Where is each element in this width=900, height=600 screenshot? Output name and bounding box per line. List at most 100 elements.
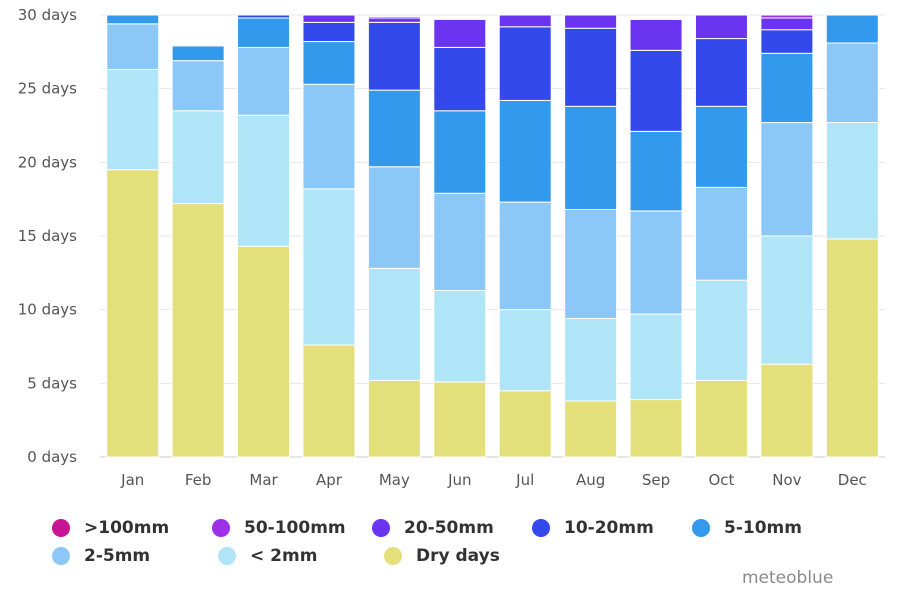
chart-gridlines — [100, 14, 885, 458]
y-axis-tick-labels: 0 days 5 days 10 days 15 days 20 days 25 days… — [18, 6, 77, 466]
x-tick-label: Nov — [772, 471, 801, 489]
x-tick-label: May — [379, 471, 410, 489]
y-tick-label: 0 days — [27, 448, 77, 466]
y-tick-label: 10 days — [18, 301, 77, 319]
bar-segment — [564, 318, 618, 402]
bar-segment — [760, 235, 814, 365]
legend-row-2: 2-5mm < 2mm Dry days — [52, 542, 852, 570]
legend-label: < 2mm — [250, 546, 318, 566]
bar-segment — [367, 166, 421, 269]
bar-segment — [106, 23, 160, 71]
legend-marker — [692, 519, 710, 537]
bar-segment — [498, 26, 552, 101]
x-tick-label: Jul — [515, 471, 534, 489]
bar-segment — [171, 203, 225, 458]
bar-segment — [694, 186, 748, 281]
y-tick-label: 15 days — [18, 227, 77, 245]
y-tick-label: 5 days — [27, 374, 77, 392]
bar-segment — [629, 130, 683, 212]
y-tick-label: 20 days — [18, 153, 77, 171]
bar-segment — [106, 69, 160, 171]
legend-marker — [218, 547, 236, 565]
bar-segment — [106, 169, 160, 458]
bar-segment — [433, 110, 487, 194]
bar-segment — [694, 14, 748, 40]
legend-item-2-5mm[interactable]: 2-5mm — [52, 546, 218, 566]
bar-segment — [237, 14, 291, 19]
x-tick-label: Apr — [316, 471, 343, 489]
bar-segment — [629, 18, 683, 51]
bar-segment — [564, 105, 618, 210]
legend-marker — [212, 519, 230, 537]
bar-segment — [237, 17, 291, 48]
precipitation-days-chart: 0 days 5 days 10 days 15 days 20 days 25 days… — [18, 6, 885, 489]
meteoblue-credit[interactable]: meteoblue — [742, 568, 834, 588]
bar-segment — [760, 14, 814, 19]
bar-segment — [237, 114, 291, 247]
bar-segment — [760, 29, 814, 54]
legend-label: 5-10mm — [724, 518, 802, 538]
bar-segment — [171, 45, 225, 62]
legend-item-20-50mm[interactable]: 20-50mm — [372, 518, 532, 538]
bar-segment — [367, 21, 421, 91]
bar-segment — [498, 14, 552, 28]
bar-segment — [433, 46, 487, 112]
bar-segment — [825, 238, 879, 458]
bar-segment — [629, 49, 683, 132]
bar-segment — [825, 122, 879, 240]
bar-segment — [433, 18, 487, 48]
y-tick-label: 30 days — [18, 6, 77, 24]
x-axis-tick-labels: Jan Feb Mar Apr May Jun Jul Aug Sep Oct Nov Dec — [120, 471, 867, 489]
legend-label: 10-20mm — [564, 518, 654, 538]
bar-segment — [302, 41, 356, 85]
bar-segment — [564, 27, 618, 107]
bar-segment — [760, 17, 814, 31]
x-tick-label: Dec — [838, 471, 867, 489]
bar-segment — [564, 208, 618, 320]
legend-marker — [52, 547, 70, 565]
legend-row-1: >100mm 50-100mm 20-50mm 10-20mm 5-10mm — [52, 514, 852, 542]
bar-segment — [302, 21, 356, 43]
bar-segment — [433, 290, 487, 383]
bar-segment — [498, 99, 552, 203]
x-tick-label: Jun — [447, 471, 471, 489]
legend-item-under-2mm[interactable]: < 2mm — [218, 546, 384, 566]
bar-segment — [825, 14, 879, 44]
bar-segment — [433, 192, 487, 292]
legend-marker — [52, 519, 70, 537]
x-tick-label: Feb — [185, 471, 212, 489]
bar-segment — [498, 309, 552, 392]
chart-legend: >100mm 50-100mm 20-50mm 10-20mm 5-10mm 2… — [52, 514, 852, 570]
legend-item-10-20mm[interactable]: 10-20mm — [532, 518, 692, 538]
bar-segment — [694, 38, 748, 107]
bar-segment — [237, 46, 291, 116]
x-tick-label: Mar — [249, 471, 278, 489]
legend-marker — [384, 547, 402, 565]
bar-segment — [106, 14, 160, 25]
bar-segment — [694, 279, 748, 381]
legend-label: 2-5mm — [84, 546, 151, 566]
legend-label: >100mm — [84, 518, 170, 538]
x-tick-label: Aug — [576, 471, 605, 489]
bar-segment — [498, 201, 552, 311]
legend-marker — [532, 519, 550, 537]
bar-segment — [694, 379, 748, 458]
legend-item-5-10mm[interactable]: 5-10mm — [692, 518, 852, 538]
y-tick-label: 25 days — [18, 80, 77, 98]
bar-segment — [564, 14, 618, 29]
bar-segment — [629, 313, 683, 401]
legend-marker — [372, 519, 390, 537]
bar-segment — [171, 60, 225, 112]
bar-segment — [825, 42, 879, 124]
legend-item-dry-days[interactable]: Dry days — [384, 546, 550, 566]
bar-segment — [564, 400, 618, 458]
chart-bars — [106, 14, 879, 458]
bar-segment — [367, 267, 421, 381]
bar-segment — [237, 245, 291, 458]
legend-item-over-100mm[interactable]: >100mm — [52, 518, 212, 538]
bar-segment — [760, 52, 814, 124]
legend-label: 50-100mm — [244, 518, 346, 538]
x-tick-label: Sep — [642, 471, 670, 489]
legend-item-50-100mm[interactable]: 50-100mm — [212, 518, 372, 538]
bar-segment — [302, 83, 356, 190]
